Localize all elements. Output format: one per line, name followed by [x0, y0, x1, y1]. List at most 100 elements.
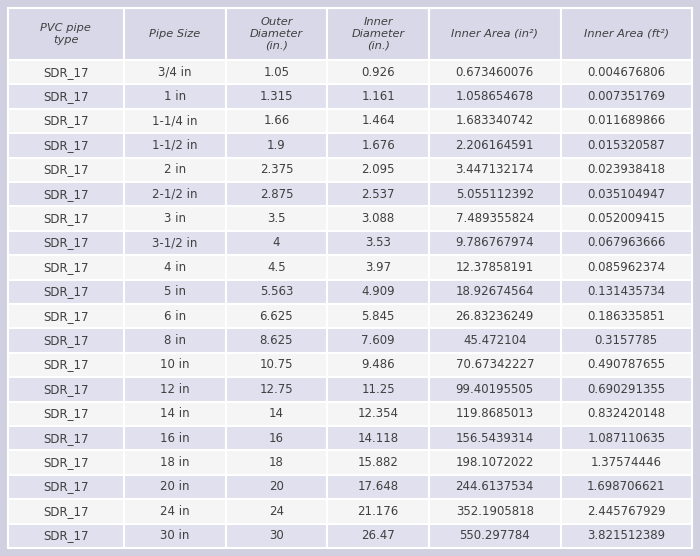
- Bar: [429, 329, 561, 353]
- Bar: [429, 157, 561, 182]
- Bar: [8, 353, 124, 377]
- Bar: [124, 426, 225, 450]
- Text: 45.472104: 45.472104: [463, 334, 526, 347]
- Bar: [561, 401, 692, 426]
- Bar: [429, 280, 561, 304]
- Text: 0.011689866: 0.011689866: [587, 115, 666, 127]
- Bar: [8, 133, 124, 157]
- Bar: [561, 60, 692, 85]
- Text: SDR_17: SDR_17: [43, 408, 89, 420]
- Bar: [124, 231, 225, 255]
- Bar: [225, 450, 328, 475]
- Bar: [561, 85, 692, 109]
- Bar: [561, 8, 692, 60]
- Text: 1.37574446: 1.37574446: [591, 456, 662, 469]
- Bar: [8, 8, 124, 60]
- Text: SDR_17: SDR_17: [43, 139, 89, 152]
- Text: 6 in: 6 in: [164, 310, 186, 322]
- Text: 3/4 in: 3/4 in: [158, 66, 191, 79]
- Text: 1.161: 1.161: [361, 90, 395, 103]
- Text: 156.5439314: 156.5439314: [456, 431, 534, 445]
- Bar: [8, 280, 124, 304]
- Text: 0.690291355: 0.690291355: [587, 383, 665, 396]
- Bar: [225, 499, 328, 524]
- Bar: [225, 401, 328, 426]
- Text: 14 in: 14 in: [160, 408, 190, 420]
- Text: 1.464: 1.464: [361, 115, 395, 127]
- Bar: [561, 157, 692, 182]
- Bar: [8, 329, 124, 353]
- Bar: [124, 377, 225, 401]
- Bar: [328, 109, 429, 133]
- Bar: [328, 401, 429, 426]
- Bar: [8, 475, 124, 499]
- Bar: [225, 524, 328, 548]
- Text: 0.007351769: 0.007351769: [587, 90, 665, 103]
- Text: Inner
Diameter
(in.): Inner Diameter (in.): [351, 17, 405, 51]
- Bar: [328, 157, 429, 182]
- Bar: [561, 353, 692, 377]
- Text: 99.40195505: 99.40195505: [456, 383, 534, 396]
- Text: 3.447132174: 3.447132174: [456, 163, 534, 176]
- Bar: [429, 450, 561, 475]
- Bar: [328, 524, 429, 548]
- Text: 3.97: 3.97: [365, 261, 391, 274]
- Text: SDR_17: SDR_17: [43, 334, 89, 347]
- Bar: [225, 60, 328, 85]
- Bar: [328, 329, 429, 353]
- Text: 0.035104947: 0.035104947: [587, 188, 665, 201]
- Bar: [561, 133, 692, 157]
- Bar: [429, 475, 561, 499]
- Bar: [124, 353, 225, 377]
- Bar: [225, 280, 328, 304]
- Text: SDR_17: SDR_17: [43, 480, 89, 494]
- Text: 6.625: 6.625: [260, 310, 293, 322]
- Text: 10.75: 10.75: [260, 359, 293, 371]
- Bar: [124, 499, 225, 524]
- Bar: [328, 280, 429, 304]
- Bar: [124, 280, 225, 304]
- Text: 2.206164591: 2.206164591: [456, 139, 534, 152]
- Bar: [8, 304, 124, 329]
- Text: 1-1/2 in: 1-1/2 in: [152, 139, 197, 152]
- Bar: [124, 157, 225, 182]
- Bar: [124, 401, 225, 426]
- Text: 7.489355824: 7.489355824: [456, 212, 534, 225]
- Text: 0.832420148: 0.832420148: [587, 408, 665, 420]
- Text: 9.786767974: 9.786767974: [456, 236, 534, 250]
- Bar: [429, 426, 561, 450]
- Text: 1.683340742: 1.683340742: [456, 115, 534, 127]
- Text: 14.118: 14.118: [358, 431, 399, 445]
- Bar: [429, 353, 561, 377]
- Text: 24 in: 24 in: [160, 505, 190, 518]
- Bar: [8, 450, 124, 475]
- Text: Inner Area (ft²): Inner Area (ft²): [584, 29, 668, 39]
- Text: 5 in: 5 in: [164, 285, 186, 299]
- Text: 26.47: 26.47: [361, 529, 395, 542]
- Bar: [8, 499, 124, 524]
- Text: 1.66: 1.66: [263, 115, 290, 127]
- Text: 24: 24: [269, 505, 284, 518]
- Text: Outer
Diameter
(in.): Outer Diameter (in.): [250, 17, 303, 51]
- Text: 2 in: 2 in: [164, 163, 186, 176]
- Text: 16 in: 16 in: [160, 431, 190, 445]
- Bar: [225, 133, 328, 157]
- Bar: [328, 304, 429, 329]
- Bar: [429, 60, 561, 85]
- Bar: [225, 329, 328, 353]
- Text: 2.875: 2.875: [260, 188, 293, 201]
- Text: 11.25: 11.25: [361, 383, 395, 396]
- Bar: [8, 206, 124, 231]
- Bar: [225, 377, 328, 401]
- Text: 16: 16: [269, 431, 284, 445]
- Bar: [328, 182, 429, 206]
- Text: 4: 4: [273, 236, 280, 250]
- Bar: [561, 377, 692, 401]
- Text: SDR_17: SDR_17: [43, 236, 89, 250]
- Bar: [124, 133, 225, 157]
- Bar: [8, 182, 124, 206]
- Bar: [124, 85, 225, 109]
- Bar: [561, 109, 692, 133]
- Bar: [561, 206, 692, 231]
- Bar: [225, 8, 328, 60]
